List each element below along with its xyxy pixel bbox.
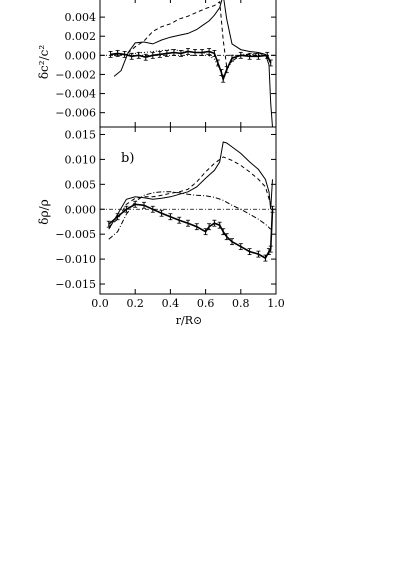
y-tick-label: −0.015	[55, 278, 96, 291]
x-axis-label: r/R⊙	[176, 314, 202, 327]
y-tick-label: 0.015	[65, 128, 97, 141]
panel-a-ylabel: δc²/c²	[37, 45, 51, 80]
y-tick-label: 0.010	[65, 153, 97, 166]
series-line-errorbar	[110, 50, 272, 82]
y-tick-label: 0.005	[65, 178, 97, 191]
panel-a-ticks: −0.006 −0.004 −0.002 0.000 0.002 0.004	[55, 0, 277, 127]
series-line-solid	[108, 141, 273, 230]
series-line-dashed	[108, 156, 272, 228]
y-tick-label: 0.002	[65, 30, 97, 43]
panel-b-frame	[99, 126, 277, 295]
panel-b-ylabel: δρ/ρ	[37, 199, 51, 224]
x-tick-label: 1.0	[267, 297, 285, 310]
x-tick-label: 0.4	[162, 297, 180, 310]
series-line-errorbar	[108, 203, 274, 260]
series-line-dashdot	[108, 191, 272, 240]
panel-a: −0.006 −0.004 −0.002 0.000 0.002 0.004 δc²/c²	[37, 0, 277, 128]
y-tick-label: 0.004	[65, 11, 97, 24]
x-tick-label: 0.0	[91, 297, 109, 310]
panel-b-label: b)	[121, 151, 134, 166]
series-line-dashed	[114, 0, 272, 68]
x-tick-label: 0.8	[232, 297, 250, 310]
y-tick-label: −0.002	[55, 68, 96, 81]
series-line-solid	[113, 0, 273, 128]
panel-b: −0.015 −0.010 −0.005 0.000 0.005 0.010 0.015 0.…	[37, 126, 285, 327]
panel-a-frame	[99, 0, 277, 128]
panel-a-series	[100, 0, 276, 128]
x-tick-label: 0.2	[126, 297, 144, 310]
series-line-dotted	[114, 49, 272, 78]
y-tick-label: 0.000	[65, 49, 97, 62]
x-tick-label: 0.6	[197, 297, 215, 310]
y-tick-label: −0.005	[55, 228, 96, 241]
panel-b-ticks: −0.015 −0.010 −0.005 0.000 0.005 0.010 0.015 0.…	[55, 127, 285, 310]
y-tick-label: −0.006	[55, 107, 96, 120]
y-tick-label: −0.004	[55, 88, 96, 101]
panel-b-series	[100, 141, 276, 262]
y-tick-label: 0.000	[65, 203, 97, 216]
y-tick-label: −0.010	[55, 253, 96, 266]
